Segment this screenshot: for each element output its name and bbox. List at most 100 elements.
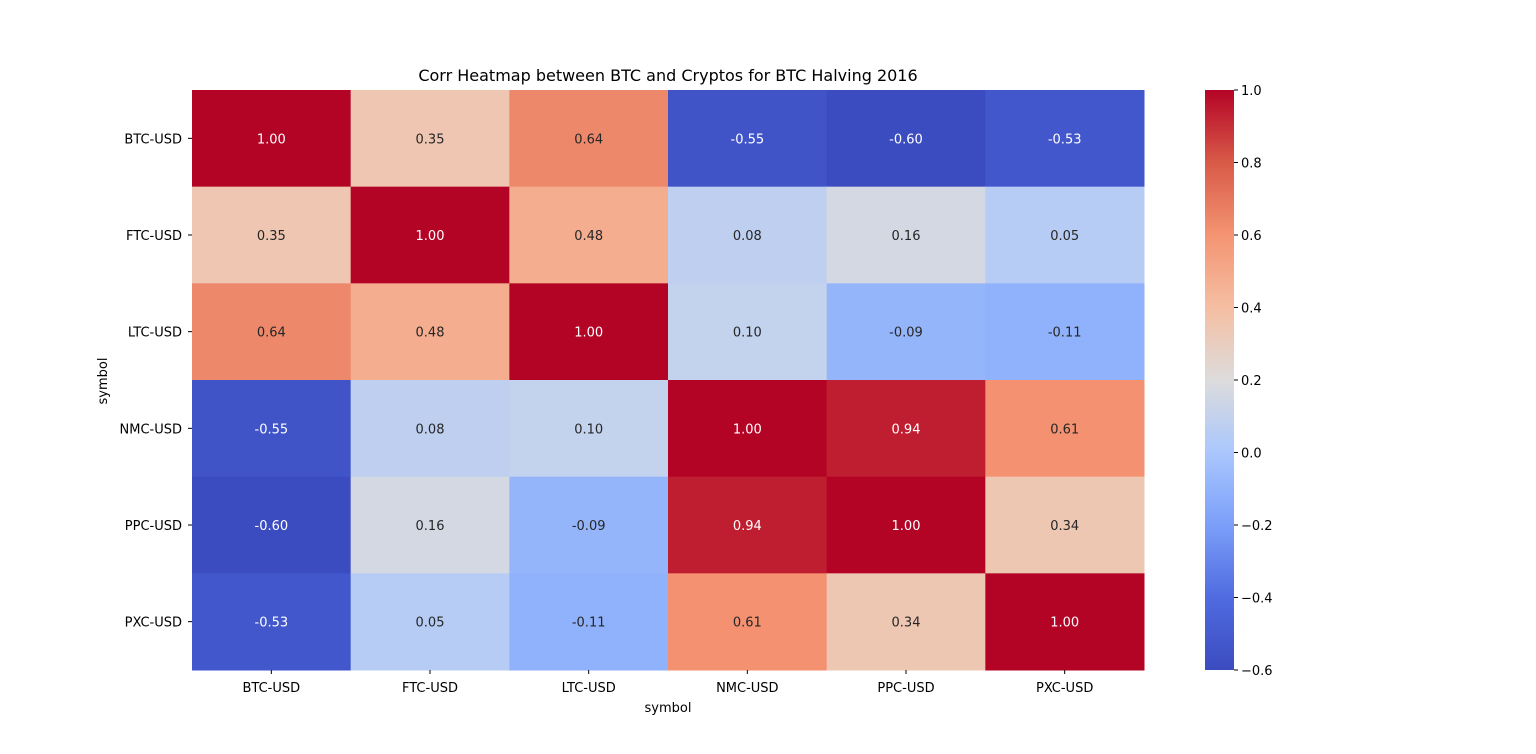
y-tick-label: BTC-USD <box>124 132 182 147</box>
heatmap-cell <box>509 186 669 284</box>
colorbar-tick-label: −0.6 <box>1241 664 1273 679</box>
cell-value-label: 1.00 <box>574 326 603 341</box>
chart-title: Corr Heatmap between BTC and Cryptos for… <box>418 66 917 85</box>
heatmap-cell <box>985 476 1145 574</box>
cell-value-label: -0.11 <box>572 616 606 631</box>
heatmap-cell <box>826 90 986 188</box>
cell-value-label: 0.10 <box>574 422 603 437</box>
heatmap-cell <box>985 573 1145 671</box>
heatmap-cell <box>668 476 828 574</box>
cell-value-label: 0.94 <box>733 519 762 534</box>
x-tick-label: PXC-USD <box>1036 681 1093 696</box>
heatmap-cell <box>350 476 510 574</box>
heatmap-cell <box>509 283 669 381</box>
y-tick-label: FTC-USD <box>126 229 182 244</box>
cell-value-label: -0.53 <box>1048 132 1082 147</box>
colorbar: 1.0 0.8 0.6 0.4 0.2 0.0 −0.2 −0.4 −0.6 <box>1205 84 1273 679</box>
heatmap-cell <box>350 186 510 284</box>
colorbar-gradient <box>1205 90 1234 670</box>
cell-value-label: 0.64 <box>574 132 603 147</box>
cell-value-label: 0.10 <box>733 326 762 341</box>
colorbar-tick-label: 1.0 <box>1241 84 1262 99</box>
heatmap-cell <box>350 283 510 381</box>
cell-value-label: 0.61 <box>1050 422 1079 437</box>
cell-value-label: 0.48 <box>416 326 445 341</box>
heatmap-cell <box>668 90 828 188</box>
cell-value-label: -0.11 <box>1048 326 1082 341</box>
heatmap-cell <box>826 283 986 381</box>
heatmap-cell <box>826 573 986 671</box>
x-tick-label: NMC-USD <box>716 681 779 696</box>
heatmap-cell <box>350 380 510 478</box>
cell-value-label: 0.94 <box>892 422 921 437</box>
colorbar-ticks: 1.0 0.8 0.6 0.4 0.2 0.0 −0.2 −0.4 −0.6 <box>1234 84 1273 679</box>
cell-value-label: -0.60 <box>889 132 923 147</box>
heatmap-cell <box>826 380 986 478</box>
heatmap-cell <box>509 476 669 574</box>
heatmap-cell <box>192 476 352 574</box>
colorbar-tick-label: 0.0 <box>1241 447 1262 462</box>
x-axis-ticks: BTC-USD FTC-USD LTC-USD NMC-USD PPC-USD PXC-U… <box>243 670 1093 696</box>
x-tick-label: BTC-USD <box>243 681 301 696</box>
cell-value-label: -0.55 <box>731 132 765 147</box>
heatmap-cell <box>192 283 352 381</box>
cell-value-label: 1.00 <box>416 229 445 244</box>
cell-value-label: 0.64 <box>257 326 286 341</box>
colorbar-tick-label: −0.4 <box>1241 592 1273 607</box>
cell-value-label: -0.53 <box>255 616 289 631</box>
heatmap-cell <box>985 90 1145 188</box>
cell-value-label: 1.00 <box>1050 616 1079 631</box>
cell-value-label: 0.08 <box>733 229 762 244</box>
heatmap-cell <box>985 186 1145 284</box>
y-tick-label: LTC-USD <box>128 326 182 341</box>
cell-value-label: 1.00 <box>733 422 762 437</box>
colorbar-tick-label: 0.8 <box>1241 157 1262 172</box>
heatmap-cell <box>668 380 828 478</box>
heatmap-cell <box>509 380 669 478</box>
x-tick-label: PPC-USD <box>877 681 934 696</box>
heatmap-cell-labels: 1.00 0.35 0.64 -0.55 -0.60 -0.53 0.35 1.00 0.48 0… <box>255 132 1082 630</box>
cell-value-label: 1.00 <box>257 132 286 147</box>
cell-value-label: -0.60 <box>255 519 289 534</box>
colorbar-tick-label: 0.4 <box>1241 302 1262 317</box>
colorbar-tick-label: 0.2 <box>1241 374 1262 389</box>
x-axis-label: symbol <box>645 701 692 716</box>
colorbar-tick-label: −0.2 <box>1241 519 1273 534</box>
x-tick-label: FTC-USD <box>402 681 458 696</box>
x-tick-label: LTC-USD <box>562 681 616 696</box>
cell-value-label: 0.34 <box>892 616 921 631</box>
heatmap-cell <box>509 90 669 188</box>
heatmap-cell <box>985 283 1145 381</box>
y-tick-label: PPC-USD <box>125 519 182 534</box>
heatmap-cell <box>509 573 669 671</box>
cell-value-label: 0.34 <box>1050 519 1079 534</box>
cell-value-label: 0.05 <box>1050 229 1079 244</box>
cell-value-label: 0.05 <box>416 616 445 631</box>
heatmap-cell <box>192 90 352 188</box>
heatmap-cell <box>668 283 828 381</box>
cell-value-label: 1.00 <box>892 519 921 534</box>
cell-value-label: 0.35 <box>257 229 286 244</box>
y-tick-label: PXC-USD <box>125 616 182 631</box>
heatmap-cell <box>350 90 510 188</box>
heatmap-cell <box>668 573 828 671</box>
y-axis-ticks: BTC-USD FTC-USD LTC-USD NMC-USD PPC-USD PXC-U… <box>120 132 192 631</box>
heatmap-cells <box>192 90 1145 671</box>
cell-value-label: 0.08 <box>416 422 445 437</box>
y-axis-label: symbol <box>96 358 111 405</box>
heatmap-cell <box>192 380 352 478</box>
colorbar-tick-label: 0.6 <box>1241 229 1262 244</box>
cell-value-label: 0.16 <box>892 229 921 244</box>
cell-value-label: -0.09 <box>889 326 923 341</box>
heatmap-cell <box>826 476 986 574</box>
heatmap-cell <box>192 573 352 671</box>
cell-value-label: -0.09 <box>572 519 606 534</box>
cell-value-label: 0.61 <box>733 616 762 631</box>
cell-value-label: 0.35 <box>416 132 445 147</box>
cell-value-label: -0.55 <box>255 422 289 437</box>
y-tick-label: NMC-USD <box>120 422 183 437</box>
cell-value-label: 0.16 <box>416 519 445 534</box>
heatmap-cell <box>826 186 986 284</box>
heatmap-cell <box>985 380 1145 478</box>
